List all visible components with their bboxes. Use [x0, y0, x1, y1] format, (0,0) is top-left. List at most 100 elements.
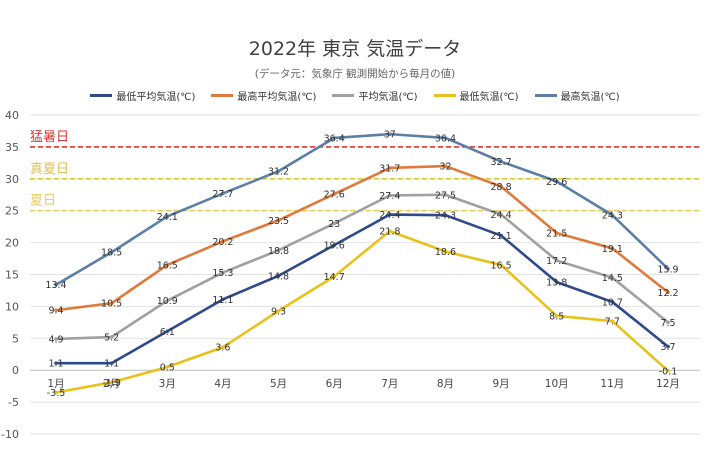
series-line [55, 229, 669, 394]
legend-label: 最高平均気温(℃) [237, 92, 317, 103]
data-point [610, 213, 615, 217]
reference-label: 真夏日 [30, 162, 69, 177]
data-points [54, 132, 670, 395]
reference-label: 夏日 [30, 194, 56, 209]
legend-swatch [433, 94, 456, 97]
data-point [388, 229, 392, 233]
data-point [54, 282, 58, 287]
data-label: 7.7 [605, 317, 620, 328]
x-tick-label: 8月 [437, 378, 454, 390]
data-label: 21.5 [546, 229, 567, 240]
data-point [499, 159, 503, 164]
data-point [54, 308, 58, 313]
data-label: 1.1 [48, 359, 63, 370]
legend-label: 最低平均気温(℃) [116, 92, 196, 103]
data-label: 4.9 [48, 334, 63, 345]
data-label: 10.5 [101, 299, 122, 310]
data-label: 9.3 [271, 306, 286, 317]
data-label: 14.5 [602, 273, 623, 284]
data-label: 24.4 [379, 210, 400, 221]
data-label: 6.1 [160, 327, 175, 338]
legend-swatch [90, 94, 113, 97]
data-point [388, 132, 392, 136]
x-tick-label: 10月 [545, 378, 569, 390]
data-point [499, 184, 503, 189]
data-label: -1.9 [102, 378, 121, 389]
data-labels: 1.1 1.1 6.1 11.1 14.8 19.6 24.4 24.3 21.1 13.8 10.… [45, 130, 678, 399]
y-tick-label: 0 [12, 364, 19, 377]
data-label: 32.7 [491, 157, 512, 168]
data-label: 29.6 [546, 177, 567, 188]
data-point [443, 192, 448, 197]
data-point [54, 361, 58, 365]
legend-swatch [211, 94, 234, 97]
y-tick-label: 20 [5, 237, 19, 250]
chart-subtitle: (データ元：気象庁 観測開始から毎月の値) [254, 68, 456, 80]
data-point [610, 275, 615, 280]
y-tick-label: 35 [5, 141, 19, 154]
data-point [666, 266, 670, 271]
legend-item: 平均気温(℃) [332, 88, 418, 103]
data-point [332, 243, 336, 247]
data-label: 1.1 [104, 359, 119, 370]
data-point [388, 166, 392, 170]
data-point [54, 337, 58, 341]
data-label: 24.4 [491, 210, 512, 221]
data-label: 21.1 [491, 231, 512, 242]
data-label: 24.3 [602, 211, 623, 222]
data-label: 37 [384, 130, 396, 141]
data-point [610, 300, 615, 304]
data-label: -3.5 [47, 388, 66, 399]
data-point [109, 250, 114, 254]
reference-label: 猛暑日 [30, 130, 69, 145]
data-label: 36.4 [435, 133, 456, 144]
x-tick-label: 7月 [381, 378, 398, 390]
data-label: 14.7 [324, 272, 345, 283]
data-point [109, 361, 114, 365]
data-point [221, 239, 225, 244]
y-tick-label: 10 [5, 300, 19, 313]
data-point [554, 314, 559, 318]
data-label: 8.5 [549, 311, 564, 322]
legend-swatch [534, 94, 557, 97]
data-point [109, 380, 114, 385]
chart-title: 2022年 東京 気温データ [248, 38, 462, 60]
data-label: 28.8 [491, 182, 512, 193]
data-label: 27.7 [212, 189, 233, 200]
data-label: 18.6 [435, 247, 456, 258]
data-label: 27.4 [379, 191, 400, 202]
data-point [221, 270, 225, 275]
x-tick-label: 5月 [270, 378, 287, 390]
data-label: 15.9 [657, 264, 678, 275]
data-label: 24.3 [435, 211, 456, 222]
y-tick-label: -10 [1, 428, 19, 441]
y-tick-label: 15 [5, 269, 19, 282]
data-label: 0.5 [160, 363, 175, 374]
legend: 最低平均気温(℃) 最高平均気温(℃) 平均気温(℃) 最低気温(℃) 最高気温(℃) [0, 88, 710, 103]
data-label: 31.2 [268, 167, 289, 178]
data-label: 36.4 [324, 133, 345, 144]
data-label: 10.7 [602, 297, 623, 308]
data-point [332, 274, 336, 279]
data-label: 17.2 [546, 256, 567, 267]
data-label: -0.1 [659, 366, 678, 377]
data-label: 19.6 [324, 241, 345, 252]
data-label: 13.4 [45, 280, 66, 291]
data-label: 18.5 [101, 248, 122, 259]
series-line [56, 213, 669, 365]
y-tick-label: 5 [12, 332, 19, 345]
data-point [666, 290, 670, 295]
legend-swatch [332, 94, 355, 97]
x-tick-label: 6月 [326, 378, 343, 390]
data-label: 32 [439, 162, 451, 173]
series-line [55, 164, 669, 312]
data-point [499, 263, 503, 267]
data-label: 19.1 [602, 244, 623, 255]
data-point [54, 390, 58, 395]
data-label: 16.5 [157, 260, 178, 271]
legend-label: 最高気温(℃) [560, 92, 620, 103]
legend-label: 平均気温(℃) [358, 92, 418, 103]
data-label: 14.8 [268, 271, 289, 282]
data-label: 21.8 [379, 227, 400, 238]
